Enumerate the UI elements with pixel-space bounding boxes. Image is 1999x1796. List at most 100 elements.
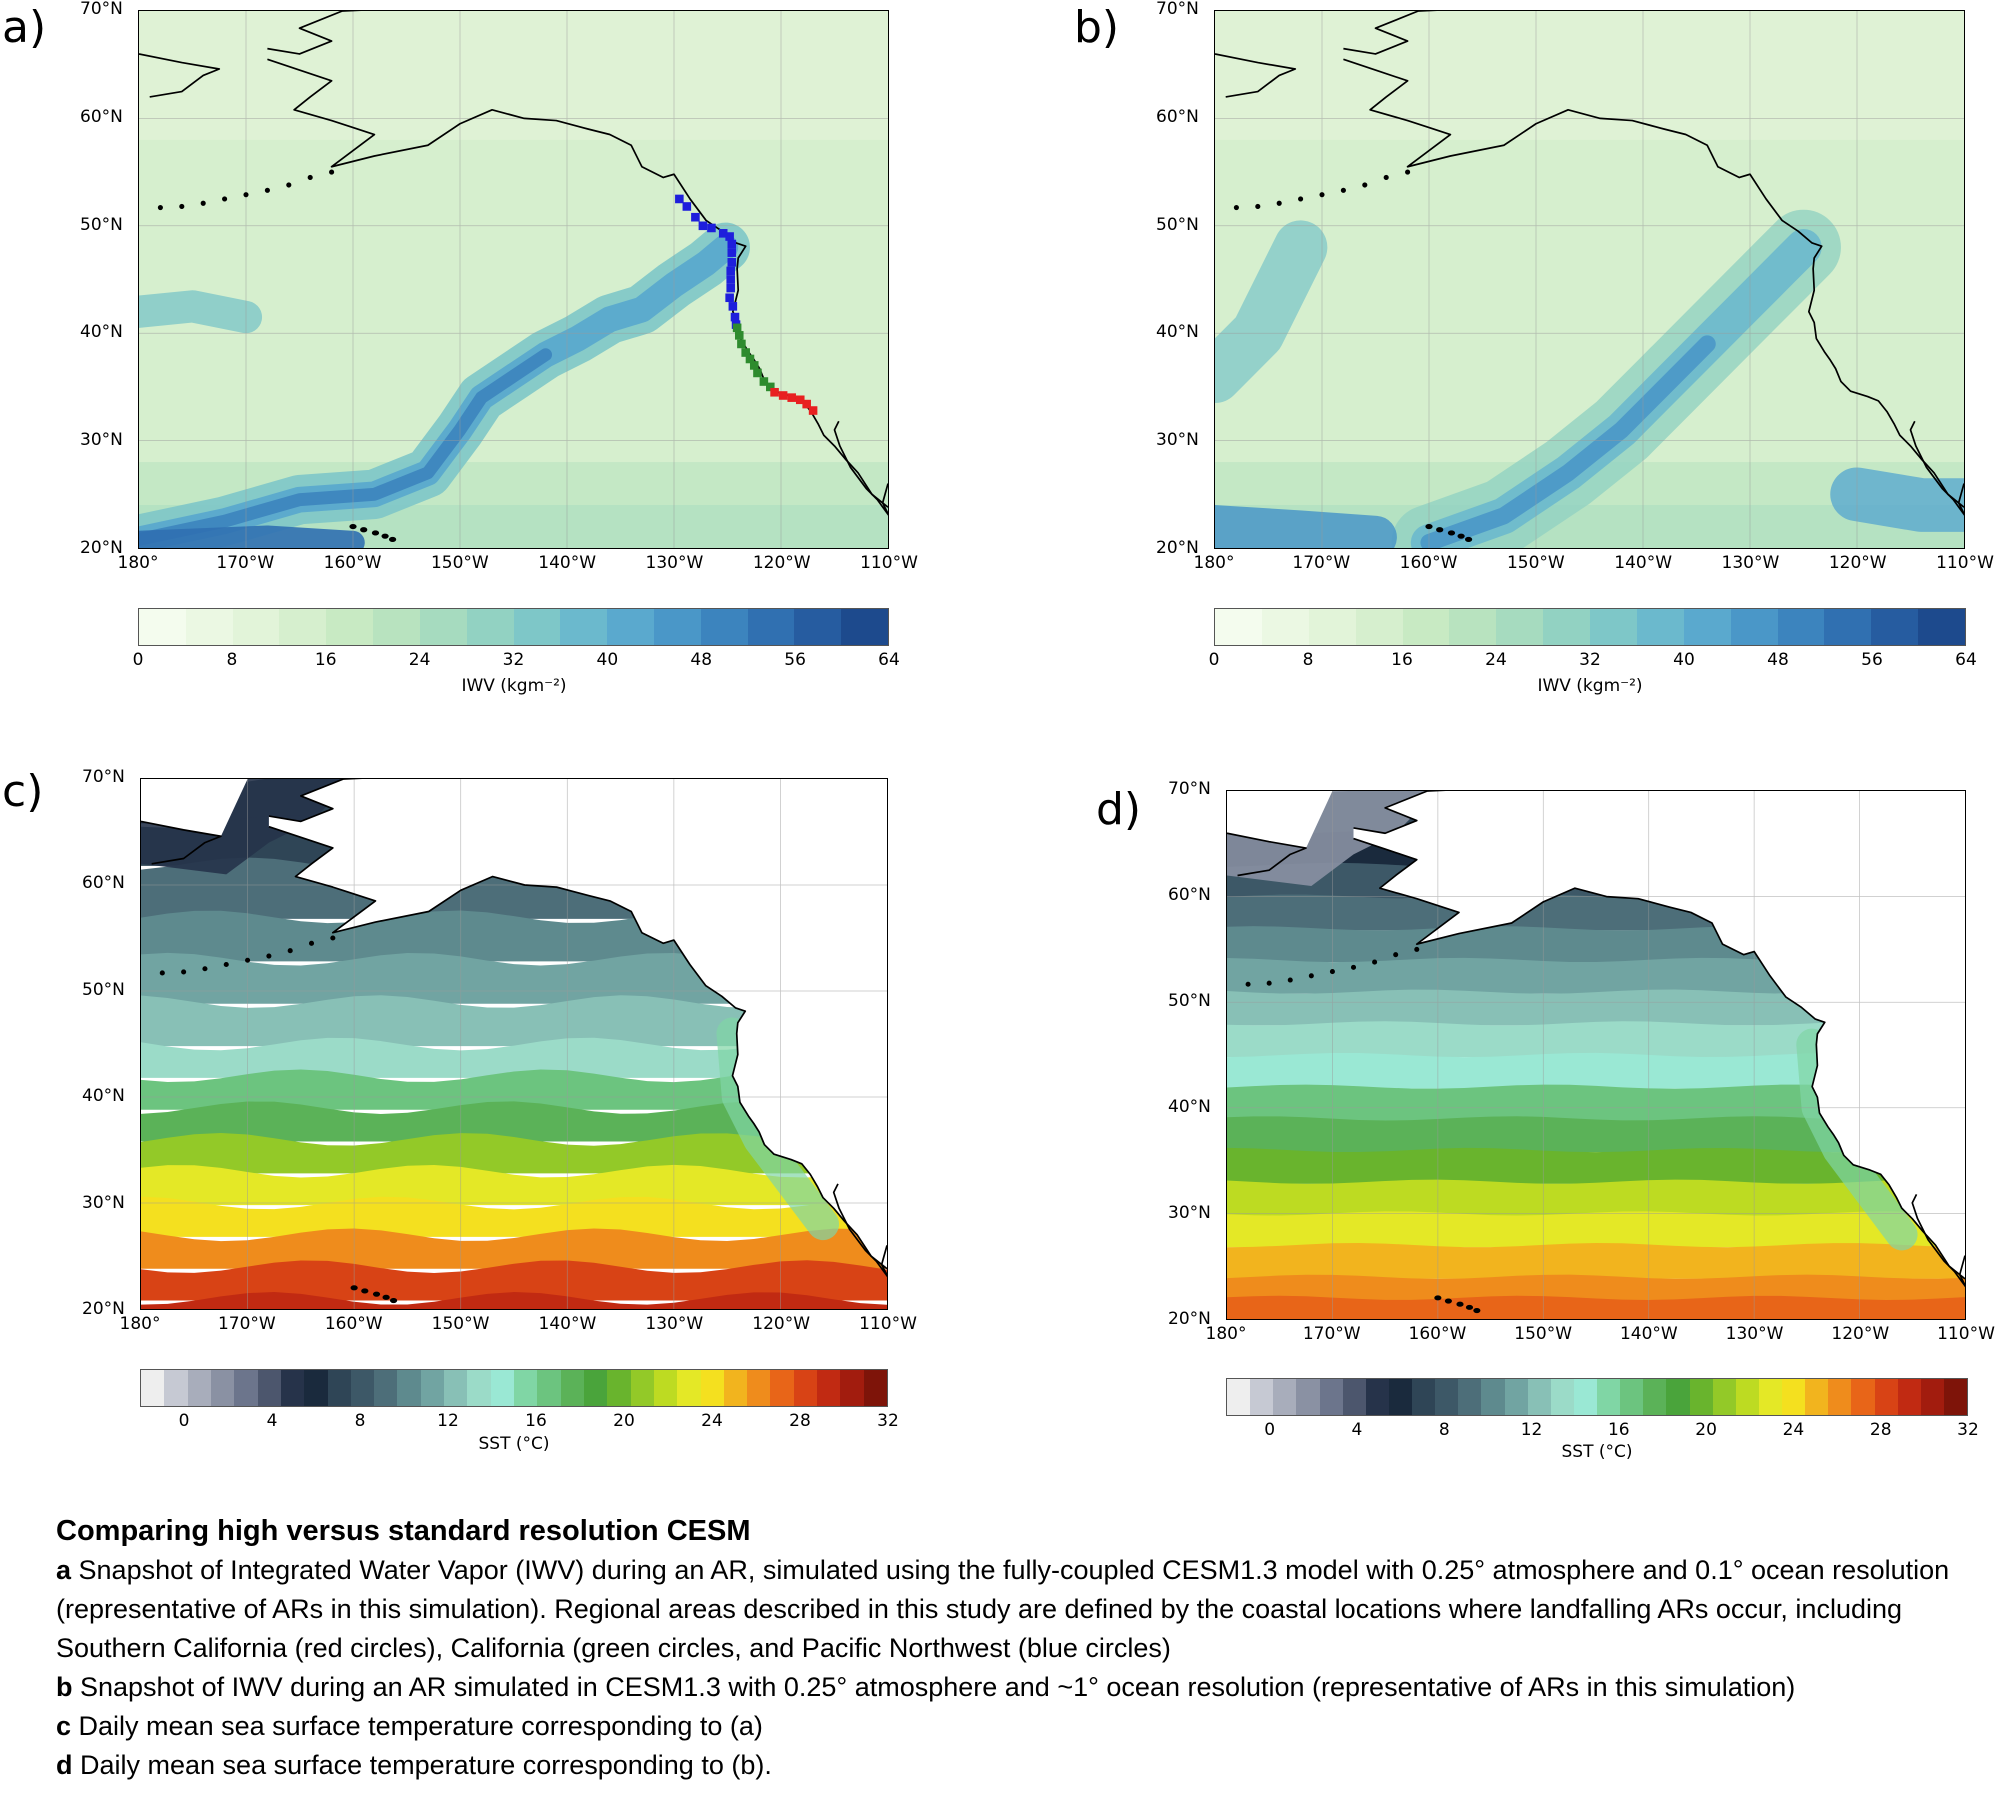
colorbar-segment <box>1308 609 1356 645</box>
lat-tick-label: 70°N <box>82 767 125 787</box>
colorbar-tick-label: 32 <box>877 1411 899 1431</box>
caption-item-c: c Daily mean sea surface temperature cor… <box>56 1707 1956 1746</box>
colorbar-segment <box>466 609 514 645</box>
colorbar-segment <box>1871 609 1919 645</box>
coastline <box>141 779 887 1304</box>
colorbar-tick-label: 12 <box>1520 1420 1543 1440</box>
iwv-colorbar-b <box>1214 608 1966 646</box>
caption-item-d: d Daily mean sea surface temperature cor… <box>56 1746 1956 1785</box>
lon-tick-label: 160°W <box>1399 553 1458 573</box>
colorbar-segment <box>1250 1379 1274 1415</box>
colorbar-tick-label: 24 <box>1782 1420 1805 1440</box>
colorbar-segment <box>607 609 654 645</box>
colorbar-segment <box>1365 1379 1389 1415</box>
colorbar-segment <box>187 1370 211 1406</box>
colorbar-tick-label: 16 <box>1607 1420 1630 1440</box>
lat-tick-label: 60°N <box>1156 106 1199 127</box>
colorbar-tick-label: 16 <box>525 1411 547 1431</box>
coastline <box>1227 791 1965 1314</box>
colorbar-tick-label: 0 <box>1264 1420 1276 1440</box>
colorbar-segment <box>1550 1379 1574 1415</box>
colorbar-segment <box>279 609 327 645</box>
lat-tick-label: 70°N <box>1168 779 1211 799</box>
colorbar-tick-label: 40 <box>596 650 619 670</box>
lon-tick-label: 160°W <box>323 553 382 573</box>
colorbar-segment <box>817 1370 841 1406</box>
lat-tick-label: 30°N <box>1156 430 1199 451</box>
colorbar-segment <box>1590 609 1637 645</box>
lon-tick-label: 170°W <box>217 1314 276 1334</box>
gridlines <box>139 11 888 548</box>
colorbar-segment <box>1824 609 1872 645</box>
panel-a-letter: a) <box>2 2 47 53</box>
lat-tick-label: 30°N <box>80 430 123 451</box>
lon-tick-label: 130°W <box>645 553 704 573</box>
lon-tick-label: 110°W <box>860 553 918 573</box>
colorbar-segment <box>141 1370 165 1406</box>
colorbar-segment <box>1504 1379 1528 1415</box>
landfall-locations <box>675 194 818 415</box>
colorbar-segment <box>747 1370 771 1406</box>
lat-tick-label: 60°N <box>82 873 125 894</box>
colorbar-segment <box>139 609 186 645</box>
colorbar-segment <box>1481 1379 1505 1415</box>
colorbar-segment <box>793 1370 818 1406</box>
colorbar-segment <box>1261 609 1309 645</box>
colorbar-tick-label: 0 <box>178 1411 190 1431</box>
colorbar-segment <box>280 1370 305 1406</box>
colorbar-segment <box>1874 1379 1898 1415</box>
caption-key-d: d <box>56 1750 73 1780</box>
lon-tick-label: 150°W <box>431 1314 490 1334</box>
colorbar-segment <box>1777 609 1825 645</box>
colorbar-segment <box>1543 609 1590 645</box>
colorbar-tick-label: 64 <box>878 650 900 670</box>
colorbar-tick-label: 8 <box>354 1411 366 1431</box>
lat-tick-label: 40°N <box>82 1086 125 1107</box>
colorbar-segment <box>514 1370 538 1406</box>
panel-b-letter: b) <box>1074 2 1120 53</box>
colorbar-tick-label: 8 <box>226 650 238 670</box>
colorbar-segment <box>700 609 748 645</box>
colorbar-d-label: SST (°C) <box>1561 1442 1633 1462</box>
colorbar-segment <box>1828 1379 1852 1415</box>
lon-tick-label: 170°W <box>216 553 275 573</box>
gridlines <box>141 779 887 1309</box>
colorbar-segment <box>1402 609 1450 645</box>
colorbar-segment <box>723 1370 748 1406</box>
colorbar-segment <box>350 1370 375 1406</box>
colorbar-b-label: IWV (kgm⁻²) <box>1537 676 1643 696</box>
lon-tick-label: 170°W <box>1292 553 1351 573</box>
colorbar-segment <box>420 1370 445 1406</box>
colorbar-segment <box>840 1370 864 1406</box>
colorbar-tick-label: 32 <box>1579 650 1601 670</box>
land-mask <box>268 779 887 1309</box>
lat-tick-label: 40°N <box>1168 1097 1211 1117</box>
caption-item-b: b Snapshot of IWV during an AR simulated… <box>56 1668 1956 1707</box>
colorbar-segment <box>1918 609 1965 645</box>
caption-key-c: c <box>56 1711 72 1741</box>
lon-tick-label: 150°W <box>430 553 489 573</box>
panel-d-letter: d) <box>1096 784 1142 835</box>
lat-tick-label: 50°N <box>1156 214 1199 235</box>
lon-tick-label: 150°W <box>1514 1324 1573 1344</box>
colorbar-segment <box>234 1370 258 1406</box>
colorbar-segment <box>677 1370 701 1406</box>
land-mask <box>1353 791 1965 1319</box>
colorbar-segment <box>1527 1379 1551 1415</box>
figure-caption: Comparing high versus standard resolutio… <box>56 1512 1956 1785</box>
colorbar-segment <box>164 1370 188 1406</box>
caption-key-a: a <box>56 1555 72 1585</box>
colorbar-tick-label: 16 <box>314 650 337 670</box>
colorbar-segment <box>1597 1379 1621 1415</box>
lon-tick-label: 140°W <box>1614 553 1673 573</box>
colorbar-segment <box>1319 1379 1343 1415</box>
colorbar-segment <box>700 1370 724 1406</box>
colorbar-segment <box>1782 1379 1806 1415</box>
colorbar-tick-label: 56 <box>784 650 806 670</box>
colorbar-segment <box>326 609 374 645</box>
colorbar-segment <box>560 609 608 645</box>
colorbar-tick-label: 4 <box>266 1411 278 1431</box>
colorbar-segment <box>630 1370 654 1406</box>
lat-tick-label: 20°N <box>82 1299 125 1319</box>
colorbar-segment <box>863 1370 887 1406</box>
